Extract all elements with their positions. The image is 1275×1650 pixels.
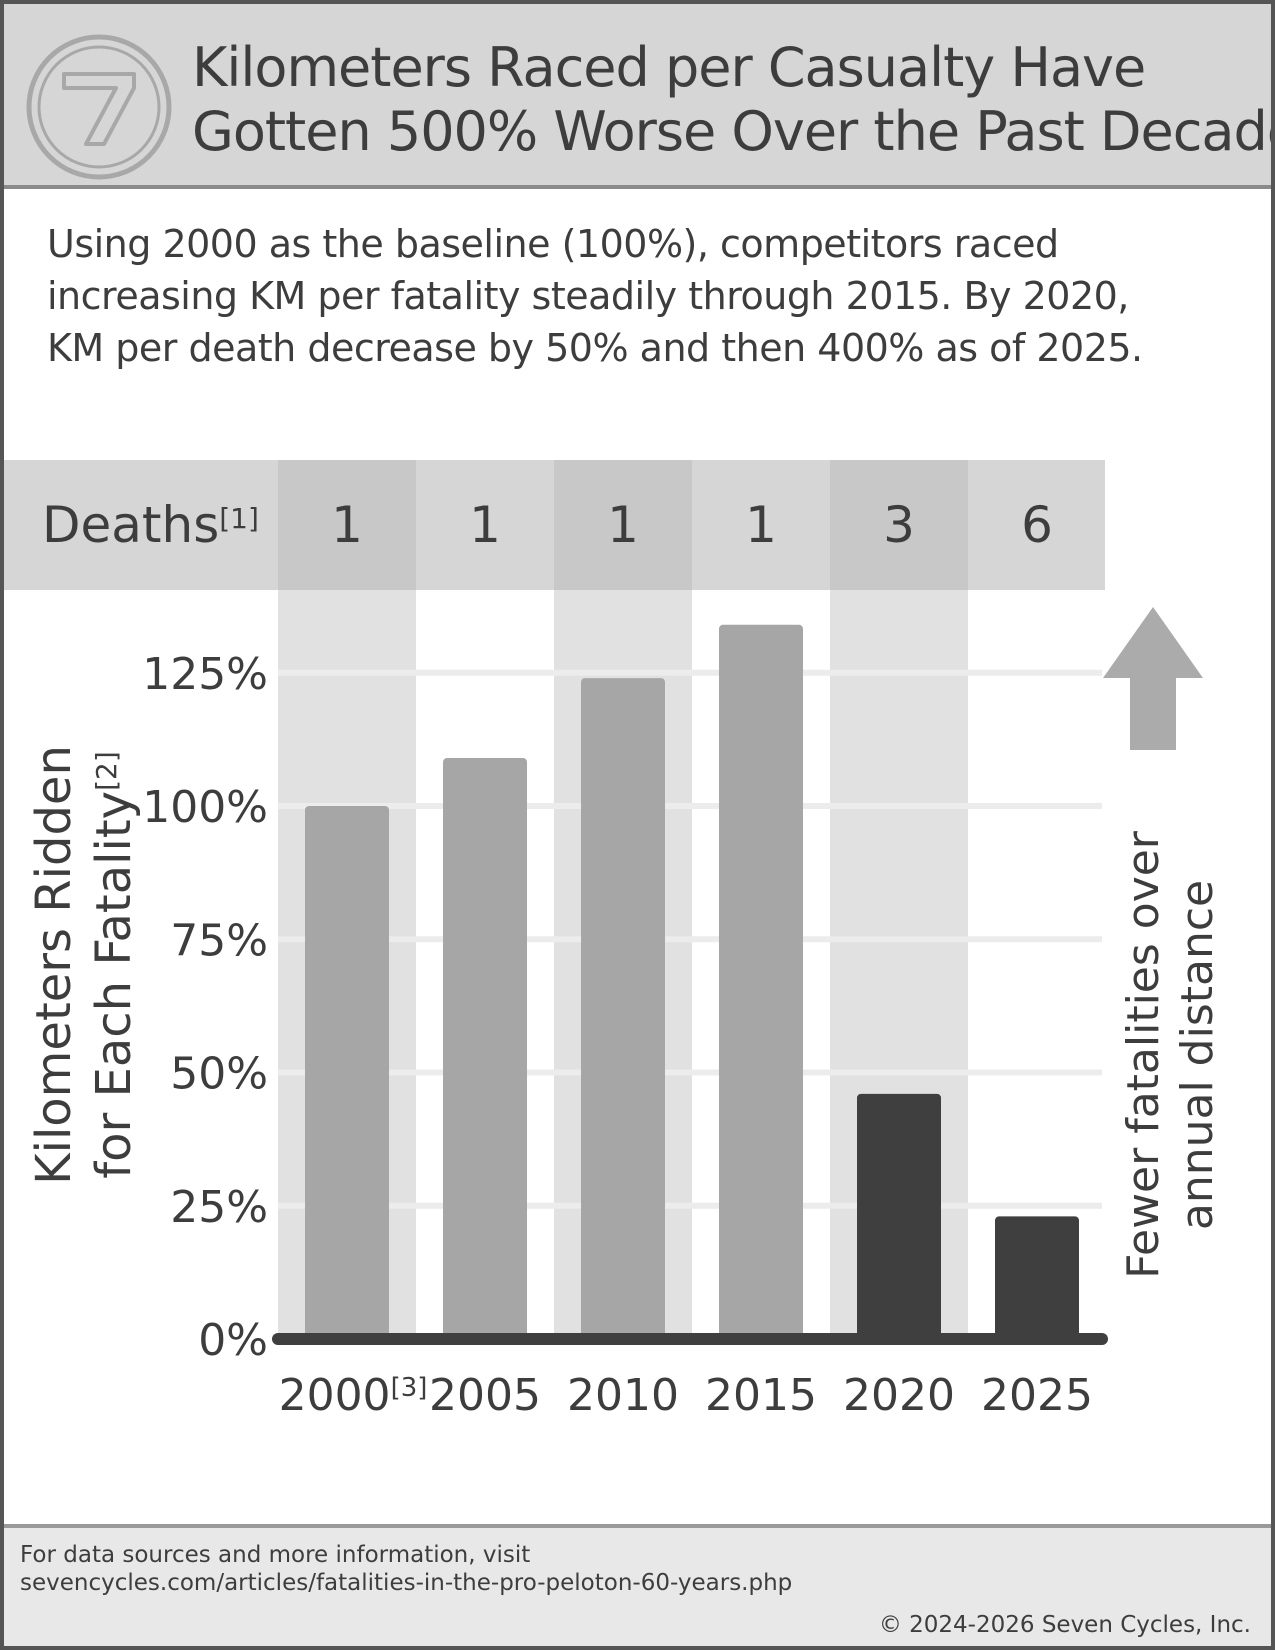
y-tick-label: 75% (170, 915, 268, 966)
chart-title-line-1: Kilometers Raced per Casualty Have (192, 36, 1146, 99)
y-tick-label: 0% (198, 1315, 268, 1366)
y-tick-label: 100% (142, 782, 268, 833)
bar-2010 (581, 678, 665, 1339)
subtitle-line-1: Using 2000 as the baseline (100%), compe… (47, 222, 1059, 266)
deaths-value-2010: 1 (607, 496, 639, 554)
deaths-value-2025: 6 (1021, 496, 1053, 554)
annotation-line-1: Fewer fatalities over (1118, 830, 1169, 1279)
footer-line-1: For data sources and more information, v… (20, 1542, 531, 1568)
header-band: Kilometers Raced per Casualty Have Gotte… (4, 4, 1275, 189)
y-axis-title: Kilometers Ridden for Each Fatality[2] (26, 745, 142, 1185)
seven-logo-icon (26, 34, 172, 180)
x-tick-label-2010: 2010 (567, 1370, 679, 1421)
y-tick-label: 50% (170, 1049, 268, 1100)
deaths-row-label: Deaths[1] (42, 496, 259, 554)
copyright-notice: © 2024-2026 Seven Cycles, Inc. (878, 1612, 1251, 1638)
up-arrow-icon (1103, 607, 1203, 750)
y-tick-label: 25% (170, 1182, 268, 1233)
x-tick-label-2020: 2020 (843, 1370, 955, 1421)
bar-2000 (305, 806, 389, 1339)
subtitle-line-2: increasing KM per fatality steadily thro… (47, 274, 1129, 318)
footer-band: For data sources and more information, v… (4, 1524, 1271, 1646)
annotation-line-2: annual distance (1172, 880, 1223, 1230)
bar-2025 (995, 1216, 1079, 1339)
x-tick-label-2015: 2015 (705, 1370, 817, 1421)
bar-2005 (443, 758, 527, 1339)
deaths-value-2020: 3 (883, 496, 915, 554)
footer-source-link[interactable]: sevencycles.com/articles/fatalities-in-t… (20, 1570, 793, 1596)
x-tick-label-2025: 2025 (981, 1370, 1093, 1421)
x-tick-label-2005: 2005 (429, 1370, 541, 1421)
deaths-band-2020 (830, 460, 968, 590)
x-tick-footnote: [3] (391, 1373, 428, 1403)
x-tick-label-2000: 2000[3] (279, 1370, 428, 1421)
y-axis-title-line-2: for Each Fatality[2] (86, 751, 142, 1179)
deaths-band-2000 (278, 460, 416, 590)
deaths-band-2010 (554, 460, 692, 590)
y-tick-label: 125% (142, 649, 268, 700)
deaths-value-2015: 1 (745, 496, 777, 554)
chart-title-line-2: Gotten 500% Worse Over the Past Decade (192, 100, 1275, 163)
bar-2020 (857, 1093, 941, 1339)
bar-2015 (719, 624, 803, 1339)
subtitle-line-3: KM per death decrease by 50% and then 40… (47, 326, 1143, 370)
annotation: Fewer fatalities over annual distance (1103, 607, 1223, 1279)
kilometers-per-fatality-chart: 0% 25% 50% 75% 100% 125% 2000[3] 2005 2010 2015 2… (4, 460, 1223, 1421)
deaths-value-2005: 1 (469, 496, 501, 554)
y-axis-title-line-1: Kilometers Ridden (26, 745, 82, 1185)
deaths-value-2000: 1 (331, 496, 363, 554)
